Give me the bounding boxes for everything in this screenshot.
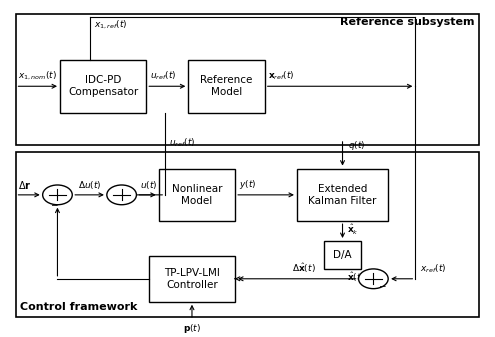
Text: $u(t)$: $u(t)$	[140, 179, 157, 191]
Text: $-$: $-$	[378, 281, 387, 290]
Text: $x_{1,nom}(t)$: $x_{1,nom}(t)$	[18, 70, 57, 82]
Circle shape	[107, 185, 137, 205]
Text: D/A: D/A	[333, 250, 352, 260]
Text: $\hat{\mathbf{x}}_k$: $\hat{\mathbf{x}}_k$	[347, 223, 359, 237]
Text: $y(t)$: $y(t)$	[239, 178, 256, 191]
FancyBboxPatch shape	[188, 60, 265, 113]
Text: $u_{ref}(t)$: $u_{ref}(t)$	[150, 70, 176, 82]
FancyBboxPatch shape	[297, 168, 388, 221]
Text: Control framework: Control framework	[20, 302, 138, 312]
Text: $x_{1,ref}(t)$: $x_{1,ref}(t)$	[94, 19, 128, 31]
Text: IDC-PD
Compensator: IDC-PD Compensator	[68, 75, 138, 97]
Text: $\mathbf{x}_{ref}(t)$: $\mathbf{x}_{ref}(t)$	[268, 70, 295, 82]
Text: $u_{ref}(t)$: $u_{ref}(t)$	[169, 136, 196, 149]
FancyBboxPatch shape	[60, 60, 147, 113]
FancyBboxPatch shape	[15, 152, 480, 317]
FancyBboxPatch shape	[149, 256, 235, 302]
Text: $\Delta\hat{\mathbf{x}}(t)$: $\Delta\hat{\mathbf{x}}(t)$	[293, 261, 316, 275]
Text: $x_{ref}(t)$: $x_{ref}(t)$	[420, 262, 446, 275]
FancyBboxPatch shape	[324, 241, 361, 269]
Text: Extended
Kalman Filter: Extended Kalman Filter	[308, 184, 377, 206]
Text: $q(t)$: $q(t)$	[348, 139, 366, 152]
FancyBboxPatch shape	[15, 14, 480, 146]
Circle shape	[358, 269, 388, 289]
Text: $\hat{\mathbf{x}}(t)$: $\hat{\mathbf{x}}(t)$	[347, 271, 365, 284]
Circle shape	[43, 185, 72, 205]
Text: Nonlinear
Model: Nonlinear Model	[172, 184, 222, 206]
FancyBboxPatch shape	[159, 168, 235, 221]
Text: Reference
Model: Reference Model	[200, 75, 253, 97]
Text: Reference subsystem: Reference subsystem	[340, 17, 475, 27]
Text: $\Delta u(t)$: $\Delta u(t)$	[78, 179, 101, 191]
Text: $\Delta \mathbf{r}$: $\Delta \mathbf{r}$	[18, 179, 32, 191]
Text: $-$: $-$	[50, 199, 59, 208]
Text: $\mathbf{p}(t)$: $\mathbf{p}(t)$	[183, 321, 201, 335]
Text: TP-LPV-LMI
Controller: TP-LPV-LMI Controller	[164, 268, 220, 289]
